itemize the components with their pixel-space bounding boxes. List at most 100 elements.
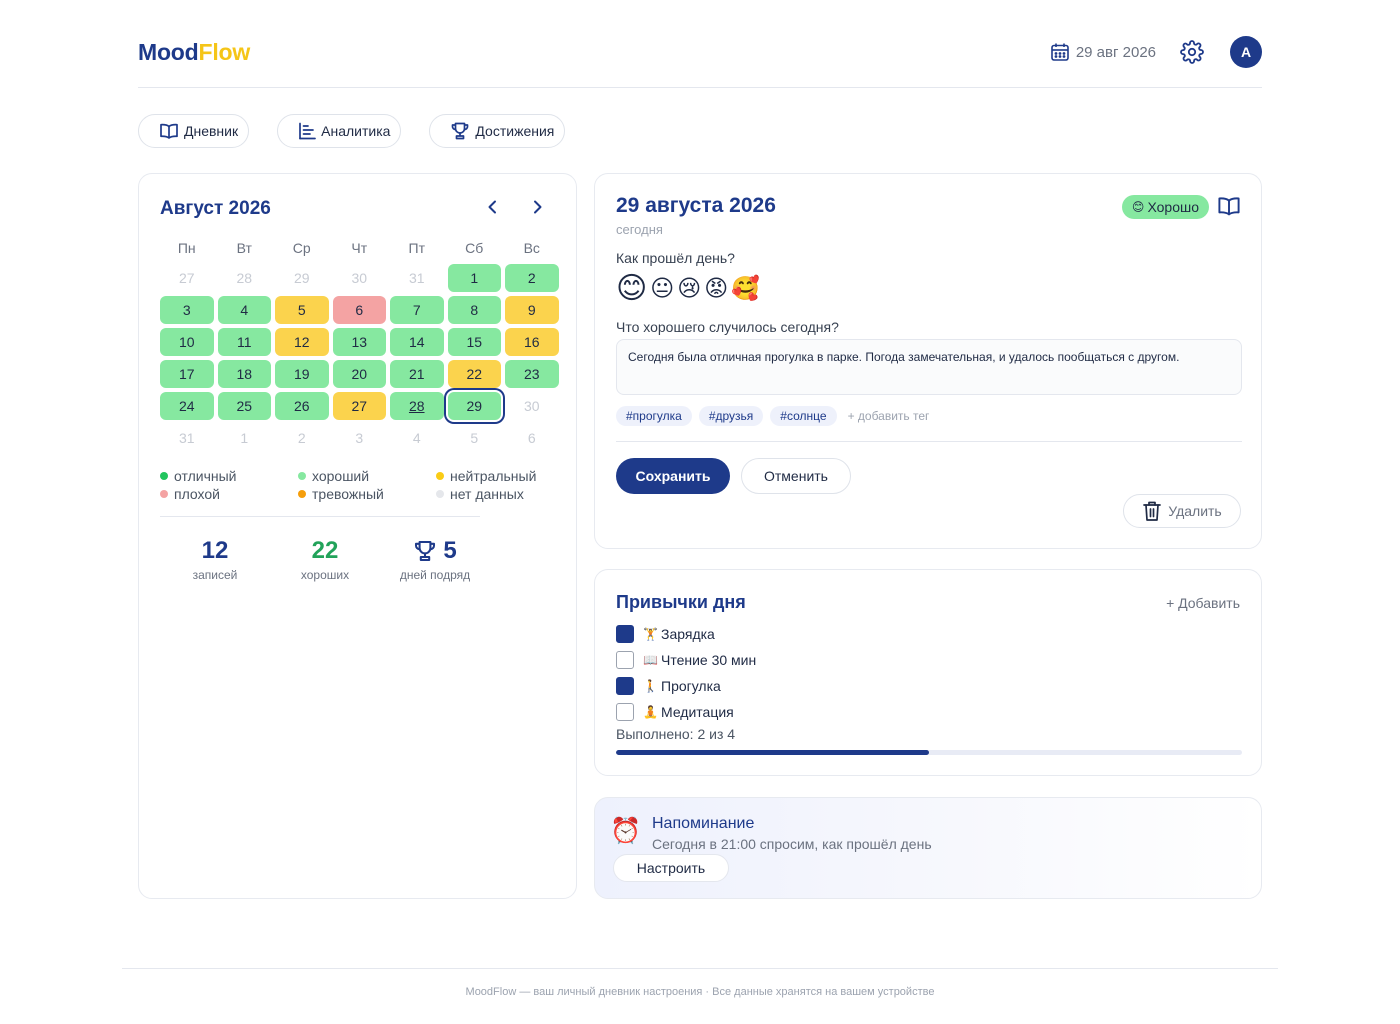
divider <box>616 441 1242 442</box>
habit-checkbox[interactable] <box>616 625 634 643</box>
calendar-day[interactable]: 27 <box>332 392 386 420</box>
app-logo[interactable]: MoodFlow <box>138 39 250 66</box>
habit-item[interactable]: 📖 Чтение 30 мин <box>616 647 756 673</box>
legend-dot <box>298 490 306 498</box>
calendar-day[interactable]: 21 <box>390 360 444 388</box>
tag-chip[interactable]: #прогулка <box>616 406 692 426</box>
habit-checkbox[interactable] <box>616 703 634 721</box>
calendar-day[interactable]: 3 <box>160 296 214 324</box>
calendar-day-number: 25 <box>236 398 253 414</box>
calendar-day-number: 6 <box>527 430 536 446</box>
calendar-day-number: 1 <box>240 430 249 446</box>
gear-icon[interactable] <box>1180 40 1204 64</box>
calendar-day[interactable]: 26 <box>275 392 329 420</box>
calendar-day-number: 2 <box>297 430 306 446</box>
habit-item[interactable]: 🚶 Прогулка <box>616 673 756 699</box>
current-date[interactable]: 29 авг 2026 <box>1050 42 1156 62</box>
cancel-button[interactable]: Отменить <box>741 458 851 494</box>
calendar-day[interactable]: 2 <box>505 264 559 292</box>
calendar-day[interactable]: 1 <box>447 264 501 292</box>
habit-icon: 🚶 <box>643 679 658 693</box>
mood-option[interactable]: 😢 <box>677 276 702 302</box>
save-button[interactable]: Сохранить <box>616 458 730 494</box>
calendar-day: 6 <box>505 424 559 452</box>
weekday-header: Чт <box>351 240 368 256</box>
calendar-day[interactable]: 14 <box>390 328 444 356</box>
tab-achievements-label: Достижения <box>475 123 555 139</box>
tag-chip[interactable]: #солнце <box>770 406 837 426</box>
calendar-day[interactable]: 9 <box>505 296 559 324</box>
calendar-day[interactable]: 10 <box>160 328 214 356</box>
chevron-left-icon[interactable] <box>484 198 502 216</box>
calendar-day[interactable]: 25 <box>217 392 271 420</box>
calendar-day[interactable]: 11 <box>217 328 271 356</box>
calendar-day[interactable]: 7 <box>390 296 444 324</box>
habits-card: Привычки дня + Добавить 🏋 Зарядка 📖 Чтение … <box>594 569 1262 776</box>
calendar-day[interactable]: 16 <box>505 328 559 356</box>
stat-good-value: 22 <box>311 537 339 564</box>
tab-analytics[interactable]: Аналитика <box>277 114 402 148</box>
calendar-day[interactable]: 17 <box>160 360 214 388</box>
calendar-day[interactable]: 20 <box>332 360 386 388</box>
calendar-day-number: 3 <box>182 302 191 318</box>
calendar-day: 29 <box>275 264 329 292</box>
tab-diary-label: Дневник <box>184 123 239 139</box>
calendar-day[interactable]: 23 <box>505 360 559 388</box>
calendar-day[interactable]: 19 <box>275 360 329 388</box>
habit-label: Прогулка <box>661 678 721 694</box>
calendar-day[interactable]: 18 <box>217 360 271 388</box>
legend-item: нет данных <box>436 486 560 502</box>
book-open-icon[interactable] <box>1217 195 1241 217</box>
calendar-day[interactable]: 12 <box>275 328 329 356</box>
calendar-day-number: 27 <box>178 270 195 286</box>
calendar-day-today[interactable]: 29 <box>447 392 501 420</box>
habit-item[interactable]: 🧘 Медитация <box>616 699 756 725</box>
legend-dot <box>160 490 168 498</box>
tag-chip[interactable]: #друзья <box>698 406 764 426</box>
calendar-day-number: 17 <box>178 366 195 382</box>
calendar-day-number: 22 <box>466 366 483 382</box>
calendar-day[interactable]: 4 <box>217 296 271 324</box>
calendar-day[interactable]: 22 <box>447 360 501 388</box>
tab-achievements[interactable]: Достижения <box>429 114 566 148</box>
calendar-day-number: 10 <box>178 334 195 350</box>
calendar-day[interactable]: 15 <box>447 328 501 356</box>
stats-row: 12 записей 22 хороших 5 дней подряд <box>160 536 490 582</box>
weekday-header: Вт <box>236 240 252 256</box>
delete-button[interactable]: Удалить <box>1123 494 1241 528</box>
calendar-day[interactable]: 5 <box>275 296 329 324</box>
mood-option[interactable]: 😡 <box>704 276 729 302</box>
habits-progress-fill <box>616 750 929 755</box>
calendar-day[interactable]: 28 <box>390 392 444 420</box>
calendar-day-number: 19 <box>293 366 310 382</box>
avatar[interactable]: A <box>1230 36 1262 68</box>
tab-diary[interactable]: Дневник <box>138 114 250 148</box>
mood-option[interactable]: 🥰 <box>731 276 760 302</box>
bar-chart-icon <box>299 122 316 140</box>
calendar-day-number: 21 <box>408 366 425 382</box>
calendar-day[interactable]: 8 <box>447 296 501 324</box>
weekday-header: Пн <box>177 240 196 256</box>
habit-item[interactable]: 🏋 Зарядка <box>616 621 756 647</box>
habits-title: Привычки дня <box>616 592 746 612</box>
calendar-day[interactable]: 13 <box>332 328 386 356</box>
calendar-day-number: 9 <box>527 302 536 318</box>
add-habit-button[interactable]: + Добавить <box>1166 595 1240 611</box>
calendar-day-number: 16 <box>523 334 540 350</box>
calendar-day[interactable]: 24 <box>160 392 214 420</box>
mood-option[interactable]: 😊 <box>616 271 648 306</box>
add-tag-button[interactable]: + добавить тег <box>847 409 930 423</box>
habit-checkbox[interactable] <box>616 651 634 669</box>
chevron-right-icon[interactable] <box>528 198 546 216</box>
weekday-header: Пт <box>408 240 425 256</box>
stat-streak-value-wrap: 5 <box>380 536 490 566</box>
calendar-day-number: 7 <box>412 302 421 318</box>
mood-option[interactable]: 😐 <box>650 276 675 302</box>
calendar-day[interactable]: 6 <box>332 296 386 324</box>
alarm-clock-icon: ⏰ <box>610 816 642 845</box>
habit-checkbox[interactable] <box>616 677 634 695</box>
entry-textarea[interactable]: Сегодня была отличная прогулка в парке. … <box>616 339 1242 395</box>
calendar-icon <box>1051 43 1069 61</box>
calendar-day-number: 24 <box>178 398 195 414</box>
configure-reminder-button[interactable]: Настроить <box>613 854 729 882</box>
